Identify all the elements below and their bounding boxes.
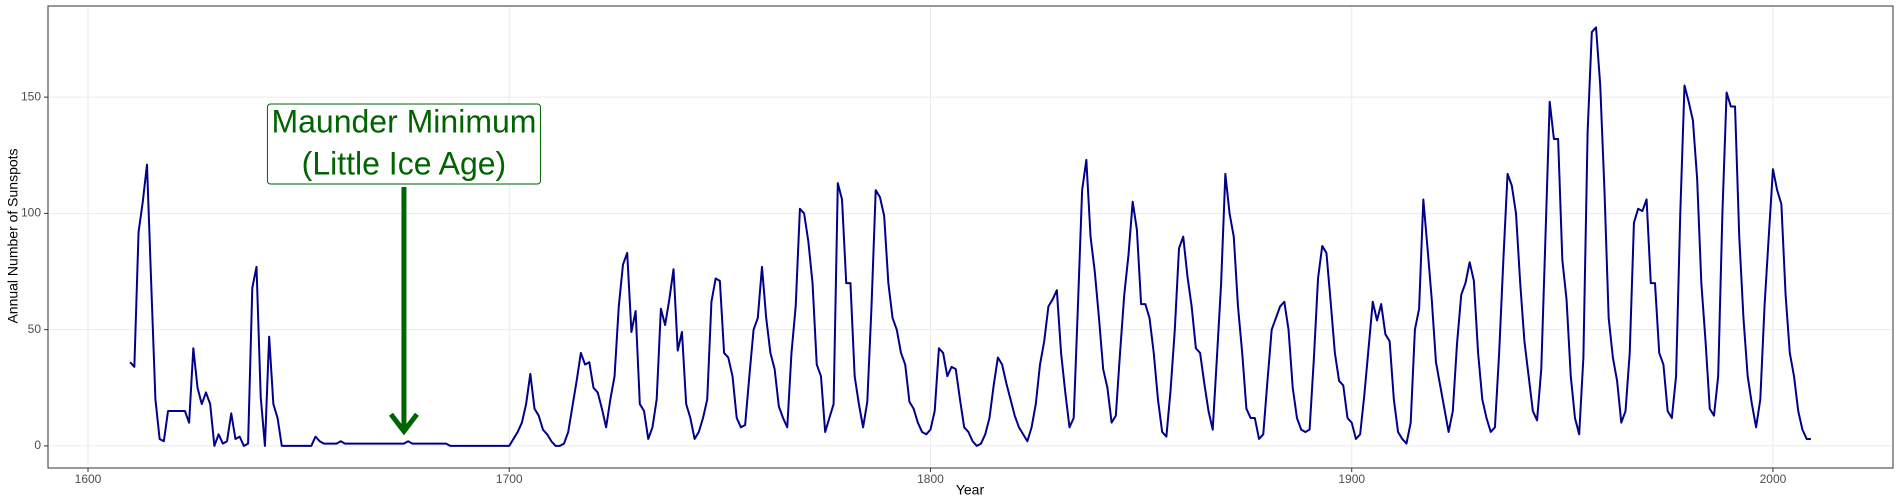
- annotation-text: Maunder Minimum: [271, 103, 536, 139]
- annotation-box: [266, 103, 541, 185]
- x-tick-label: 1600: [75, 472, 102, 486]
- x-tick-label: 1900: [1338, 472, 1365, 486]
- sunspot-line: [129, 26, 1811, 447]
- y-tick-label: 100: [21, 206, 41, 220]
- plot-border: [47, 5, 1894, 469]
- annotation-arrow-head: [388, 412, 419, 436]
- y-tick-label: 0: [34, 438, 41, 452]
- x-tick-label: 2000: [1760, 472, 1787, 486]
- x-tick-label: 1800: [917, 472, 944, 486]
- x-tick-label: 1700: [496, 472, 523, 486]
- y-axis-title: Annual Number of Sunspots: [5, 148, 21, 323]
- x-axis-title: Year: [956, 482, 985, 498]
- annotation-text: (Little Ice Age): [302, 145, 507, 181]
- y-tick-label: 50: [28, 322, 42, 336]
- y-tick-label: 150: [21, 89, 41, 103]
